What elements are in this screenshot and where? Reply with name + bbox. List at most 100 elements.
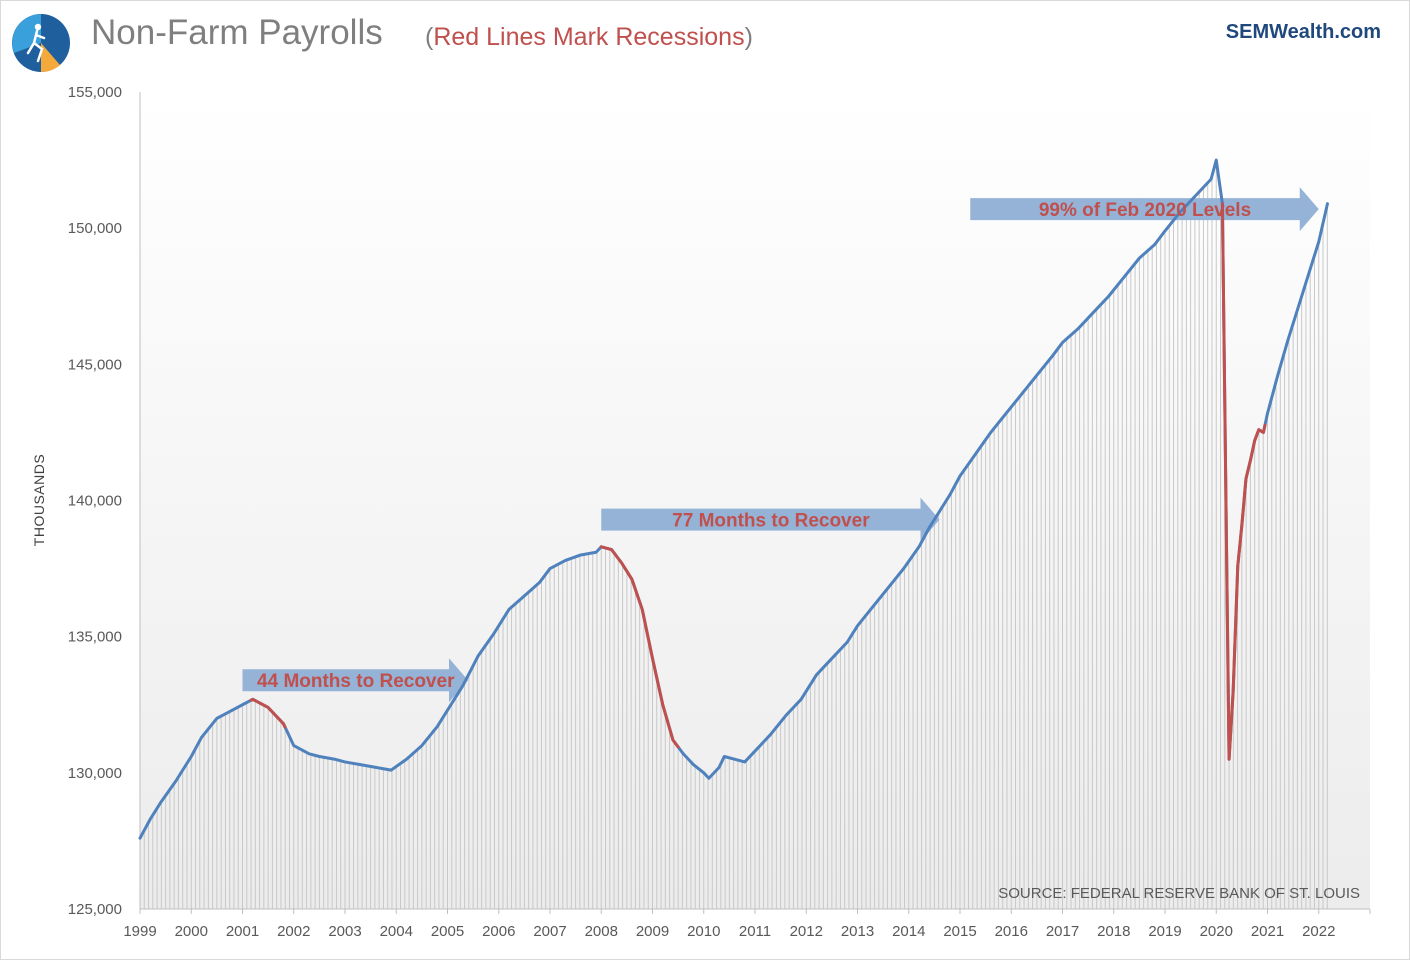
data-point	[226, 712, 228, 714]
data-point	[672, 739, 674, 741]
recovery-arrow	[970, 187, 1319, 232]
x-tick-label: 2004	[380, 923, 413, 940]
x-tick-label: 2016	[995, 923, 1028, 940]
data-point	[754, 750, 756, 752]
data-point	[1164, 230, 1166, 232]
data-point	[1195, 194, 1197, 196]
data-point	[252, 698, 254, 700]
data-point	[446, 709, 448, 711]
data-point	[436, 725, 438, 727]
data-point	[949, 494, 951, 496]
data-point	[1061, 341, 1063, 343]
data-point	[508, 608, 510, 610]
data-point	[785, 714, 787, 716]
data-point	[928, 527, 930, 529]
x-tick-label: 2011	[739, 923, 771, 940]
data-point	[1215, 159, 1217, 161]
data-point	[621, 562, 623, 564]
data-point	[641, 608, 643, 610]
data-point	[815, 674, 817, 676]
x-tick-label: 2009	[636, 923, 669, 940]
data-point	[600, 546, 602, 548]
data-point	[1245, 478, 1247, 480]
recession-segment-line	[1220, 202, 1267, 761]
data-point	[308, 753, 310, 755]
data-point	[375, 766, 377, 768]
data-point	[1326, 202, 1328, 204]
data-point	[1138, 257, 1140, 259]
source-note: SOURCE: FEDERAL RESERVE BANK OF ST. LOUI…	[998, 885, 1360, 902]
x-tick-label: 2021	[1251, 923, 1284, 940]
data-point	[539, 581, 541, 583]
data-point	[800, 698, 802, 700]
data-point	[651, 657, 653, 659]
y-tick-label: 140,000	[68, 493, 122, 510]
data-point	[1005, 412, 1007, 414]
data-point	[1123, 276, 1125, 278]
data-point	[703, 772, 705, 774]
data-point	[318, 755, 320, 757]
recession-segment-line	[249, 697, 287, 729]
x-tick-label: 2003	[328, 923, 361, 940]
annotation-labels: 44 Months to Recover 77 Months to Recover…	[257, 200, 1251, 692]
data-point	[334, 758, 336, 760]
series-lines	[138, 158, 1329, 840]
data-point	[1107, 295, 1109, 297]
x-tick-label: 2005	[431, 923, 464, 940]
data-point	[959, 475, 961, 477]
data-point	[1237, 565, 1239, 567]
payrolls-series-line	[138, 158, 1329, 840]
x-tick-label: 2018	[1097, 923, 1130, 940]
x-tick-label: 2010	[687, 923, 720, 940]
y-tick-label: 145,000	[68, 356, 122, 373]
x-tick-label: 1999	[123, 923, 156, 940]
data-point	[1253, 439, 1255, 441]
data-point	[293, 744, 295, 746]
data-point	[1287, 339, 1289, 341]
annotation-label: 99% of Feb 2020 Levels	[1039, 200, 1251, 221]
data-point	[1077, 328, 1079, 330]
x-axis-ticks: 1999 2000 2001 2002 2003 2004 2005 2006 2007 2008…	[123, 909, 1371, 940]
data-point	[149, 818, 151, 820]
data-point	[856, 625, 858, 627]
data-point	[282, 723, 284, 725]
data-point	[723, 755, 725, 757]
data-point	[1232, 690, 1234, 692]
data-point	[241, 704, 243, 706]
x-tick-label: 2017	[1046, 923, 1079, 940]
recession-segment-line	[599, 545, 680, 749]
y-axis-ticks: 125,000 130,000 135,000 140,000 145,000 150,0…	[68, 84, 122, 918]
data-point	[1210, 178, 1212, 180]
data-point	[390, 769, 392, 771]
data-point	[492, 633, 494, 635]
data-point	[974, 453, 976, 455]
data-point	[421, 744, 423, 746]
data-point	[872, 606, 874, 608]
brand-link[interactable]: SEMWealth.com	[1225, 21, 1381, 43]
data-point	[1318, 241, 1320, 243]
x-tick-label: 2006	[482, 923, 515, 940]
y-tick-label: 135,000	[68, 629, 122, 646]
subtitle-open-paren: (	[425, 23, 434, 51]
subtitle-close-paren: )	[744, 23, 753, 51]
data-point	[477, 655, 479, 657]
data-point	[1154, 243, 1156, 245]
subtitle-text: Red Lines Mark Recessions	[433, 23, 745, 51]
data-point	[1266, 412, 1268, 414]
x-tick-label: 2008	[585, 923, 618, 940]
x-tick-label: 2002	[277, 923, 310, 940]
data-point	[523, 595, 525, 597]
data-point	[887, 586, 889, 588]
data-point	[1307, 273, 1309, 275]
data-point	[1258, 428, 1260, 430]
area-hatch	[139, 160, 1328, 909]
data-point	[682, 753, 684, 755]
data-point	[1277, 374, 1279, 376]
y-tick-label: 130,000	[68, 765, 122, 782]
data-point	[580, 554, 582, 556]
data-point	[200, 736, 202, 738]
x-tick-label: 2013	[841, 923, 874, 940]
annotation-label: 77 Months to Recover	[672, 511, 870, 532]
chart-subtitle: (Red Lines Mark Recessions)	[425, 23, 753, 52]
